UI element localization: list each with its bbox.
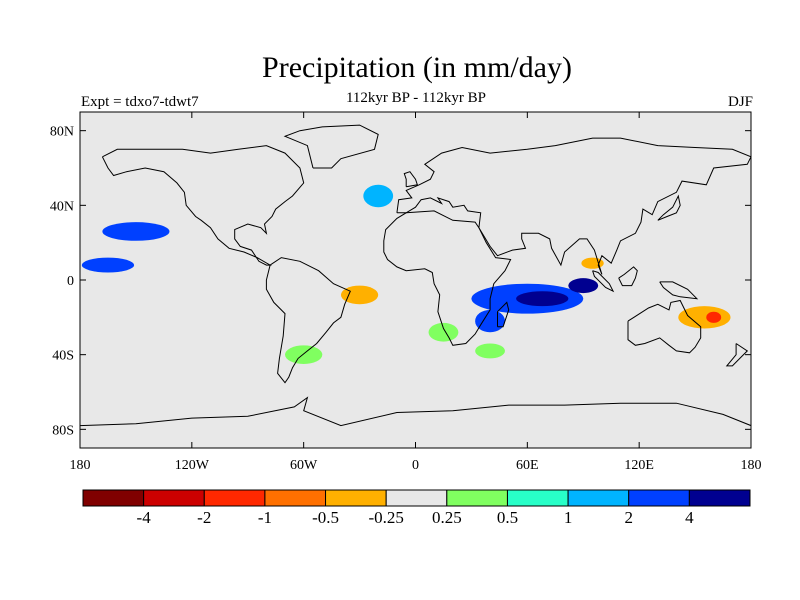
colorbar-label: -0.25 — [368, 508, 403, 527]
lat-tick-label: 80N — [50, 125, 74, 140]
colorbar-label: -4 — [137, 508, 152, 527]
coastline — [396, 137, 751, 275]
coastline — [592, 270, 615, 293]
lon-tick-label: 180 — [70, 458, 91, 473]
colorbar: -4 -2 -1 -0.5 -0.25 0.25 0.5 1 2 4 — [82, 489, 751, 527]
anomaly-patch — [340, 285, 379, 305]
lon-tick-label: 60W — [290, 458, 318, 473]
season-label: DJF — [727, 94, 753, 110]
colorbar-swatch — [446, 489, 508, 507]
colorbar-swatch — [203, 489, 266, 507]
colorbar-swatch — [325, 489, 387, 507]
anomaly-patch — [94, 296, 140, 320]
colorbar-label: 1 — [564, 508, 573, 527]
anomaly-patch — [285, 345, 323, 364]
coastline — [627, 299, 702, 354]
coastline — [618, 266, 638, 287]
coastline — [403, 171, 419, 188]
coastline — [101, 145, 305, 266]
colorbar-swatch — [506, 489, 569, 507]
colorbar-swatch — [628, 489, 690, 507]
colorbar-swatch — [143, 489, 205, 507]
coastline — [497, 301, 510, 328]
lon-tick-label: 120W — [175, 458, 210, 473]
anomaly-patch — [568, 278, 599, 294]
lon-tick-label: 0 — [412, 458, 419, 473]
map-background — [80, 112, 751, 448]
coastline — [265, 257, 351, 384]
experiment-label: Expt = tdxo7-tdwt7 — [81, 94, 199, 110]
coastline — [725, 343, 749, 367]
lon-tick-label: 180 — [741, 458, 762, 473]
anomaly-patch — [154, 255, 192, 267]
anomaly-patch — [102, 222, 170, 241]
lon-tick-label: 120E — [624, 458, 654, 473]
colorbar-label: -1 — [258, 508, 272, 527]
lat-tick-label: 0 — [67, 274, 74, 289]
anomaly-patch — [475, 343, 505, 359]
lat-tick-label: 80S — [52, 423, 74, 438]
anomaly-patch — [81, 257, 135, 273]
chart-title: Precipitation (in mm/day) — [262, 51, 572, 84]
colorbar-label: -2 — [197, 508, 211, 527]
lon-tick-label: 60E — [516, 458, 539, 473]
coastline — [283, 124, 379, 169]
colorbar-swatch — [264, 489, 327, 507]
colorbar-swatch — [385, 489, 448, 507]
anomaly-patch — [622, 283, 675, 307]
colorbar-swatch — [567, 489, 630, 507]
coastline — [383, 210, 512, 346]
axis-ticks: 80N 40N 0 40S 80S 180 120W 60W 0 60E 120E 180 — [50, 112, 762, 473]
colorbar-swatch — [82, 489, 145, 507]
colorbar-label: 4 — [685, 508, 694, 527]
anomaly-patch — [428, 322, 459, 342]
colorbar-label: 2 — [624, 508, 633, 527]
chart-subtitle: 112kyr BP - 112kyr BP — [345, 90, 486, 106]
anomaly-patch — [706, 311, 722, 323]
anomaly-patch — [516, 291, 569, 307]
colorbar-swatch — [688, 489, 751, 507]
colorbar-label: 0.5 — [497, 508, 518, 527]
lat-tick-label: 40N — [50, 199, 74, 214]
coastlines — [80, 124, 751, 427]
anomaly-field — [81, 184, 731, 364]
coastline — [659, 281, 699, 300]
anomaly-patch — [678, 306, 731, 329]
coastline — [80, 396, 751, 427]
anomaly-patch — [363, 184, 394, 208]
coastline — [657, 194, 681, 221]
colorbar-label: -0.5 — [312, 508, 339, 527]
anomaly-patch — [290, 197, 336, 221]
lat-tick-label: 40S — [52, 349, 74, 364]
anomaly-patch — [475, 309, 505, 333]
colorbar-label: 0.25 — [432, 508, 462, 527]
